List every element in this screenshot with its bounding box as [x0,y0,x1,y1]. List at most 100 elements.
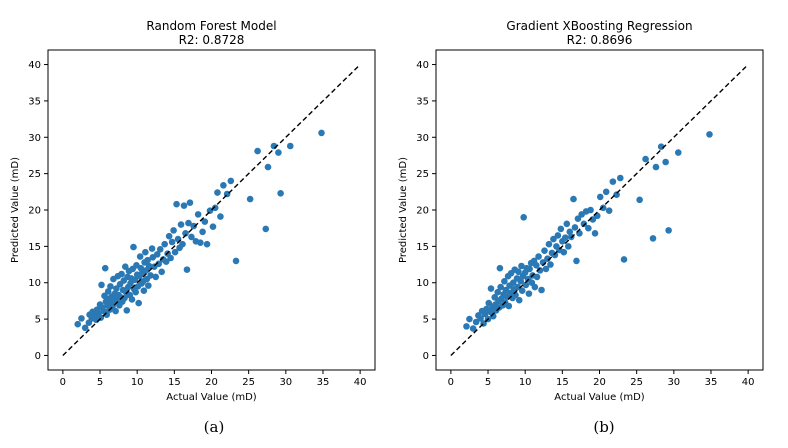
data-point [489,312,497,320]
data-point [112,307,119,315]
data-point [128,296,136,303]
data-point [522,281,530,289]
data-point [560,248,568,256]
x-tick-label: 35 [317,377,330,388]
data-point [554,232,562,239]
data-point [563,220,571,228]
data-point [123,307,131,314]
y-tick-label: 30 [28,133,41,144]
data-point [214,189,221,196]
caption-a: (a) [203,418,225,436]
data-point [179,240,186,248]
data-point [162,258,170,265]
data-point [665,227,672,234]
data-point [227,177,235,185]
data-point [520,213,527,221]
data-point [599,204,607,212]
data-point [566,228,574,236]
data-point [136,253,144,260]
x-tick-label: 15 [168,377,181,388]
data-point [156,245,164,253]
data-point [318,129,325,137]
data-point [591,229,599,237]
data-point [155,260,163,268]
data-point [78,315,85,322]
data-point [254,147,261,155]
chart-title: Random Forest Model [146,19,276,33]
chart-subtitle: R2: 0.8696 [567,33,633,47]
data-point [131,276,139,284]
data-point [497,283,504,291]
data-point [525,290,533,297]
data-point [177,221,185,228]
data-point [147,272,154,279]
data-point [277,189,284,197]
data-point [501,277,508,285]
data-point [158,268,166,276]
data-point [515,296,523,304]
y-axis-label: Predicted Value (mD) [398,157,409,263]
data-point [132,288,139,296]
y-tick-label: 35 [416,96,429,107]
data-point [161,240,168,248]
x-tick-label: 0 [448,377,454,388]
data-point [209,223,217,231]
data-point [152,273,160,281]
y-tick-label: 40 [28,60,41,71]
data-point [573,257,580,265]
data-point [190,222,197,230]
x-tick-label: 20 [205,377,218,388]
x-tick-label: 5 [97,377,103,388]
data-point [585,224,592,232]
data-point [706,131,713,138]
data-point [275,149,282,156]
data-point [165,232,173,240]
data-point [494,288,501,296]
caption-b: (b) [593,418,615,436]
data-point [544,255,551,263]
data-point [477,315,484,322]
x-tick-label: 25 [242,377,255,388]
x-tick-label: 35 [705,377,718,388]
data-point [121,263,129,271]
y-tick-label: 15 [416,242,429,253]
y-tick-label: 30 [416,133,429,144]
data-point [617,174,624,182]
data-point [609,178,617,185]
data-point [526,265,533,273]
y-tick-label: 5 [35,315,41,326]
data-point [542,265,550,273]
x-tick-label: 25 [630,377,643,388]
data-point [188,233,195,241]
data-point [472,318,480,326]
y-tick-label: 40 [416,60,429,71]
x-tick-label: 15 [556,377,569,388]
data-point [562,234,569,241]
reference-line [450,64,749,356]
data-point [613,191,620,199]
chart-subtitle: R2: 0.8728 [179,33,245,47]
data-point [518,262,525,270]
data-point [107,283,114,290]
x-tick-label: 40 [354,377,367,388]
data-point [140,287,148,295]
data-point [541,247,548,255]
data-point [463,323,470,330]
data-point [469,325,477,332]
data-point [505,302,513,310]
data-point [662,158,669,166]
data-point [220,181,227,189]
y-tick-label: 20 [28,206,41,217]
data-point [232,257,240,265]
data-point [217,213,224,220]
data-point [145,262,153,270]
data-point [674,149,682,156]
x-tick-label: 20 [593,377,606,388]
data-point [487,285,495,292]
data-point [201,218,209,225]
data-point [113,285,120,292]
y-tick-label: 25 [416,169,429,180]
data-point [496,264,504,272]
